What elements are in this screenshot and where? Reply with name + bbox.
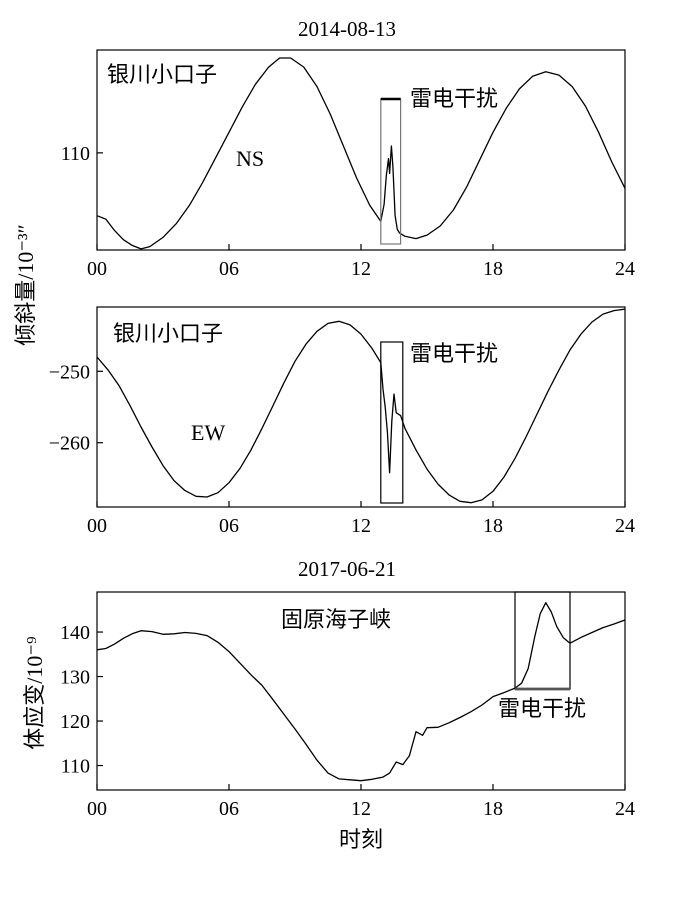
x-tick-label: 06 <box>219 798 239 820</box>
panel-3-interference-label: 雷电干扰 <box>498 696 586 721</box>
panel-1-interference-box <box>380 98 402 245</box>
panel-3-strain-series-line <box>96 602 626 782</box>
y-tick-label: −260 <box>49 433 90 455</box>
panel-1-interference-label: 雷电干扰 <box>410 86 498 111</box>
panel-2-ew-series-line <box>96 308 626 504</box>
x-tick-label: 06 <box>219 258 239 280</box>
x-axis-label: 时刻 <box>339 827 383 852</box>
panel-2-component-label: EW <box>191 420 225 445</box>
y-tick-label: 120 <box>60 711 90 733</box>
panel-3-interference-box <box>514 591 571 690</box>
x-tick-label: 12 <box>351 258 371 280</box>
panel-3-station-label: 固原海子峡 <box>281 607 391 632</box>
panel-1-station-label: 银川小口子 <box>107 62 217 87</box>
panel-1-component-label: NS <box>236 146 264 171</box>
x-tick-label: 24 <box>615 258 635 280</box>
x-tick-label: 00 <box>87 515 107 537</box>
panel-3-tick-labels: 00 06 12 18 24 110 120 130 140 <box>60 622 635 820</box>
panel-1-ns-series-line <box>96 57 626 250</box>
panel-2-station-label: 银川小口子 <box>113 321 223 346</box>
x-tick-label: 06 <box>219 515 239 537</box>
panel-3-title: 2017-06-21 <box>298 557 396 581</box>
panel-3-ticks <box>96 631 626 790</box>
x-tick-label: 18 <box>483 258 503 280</box>
panel-2-tick-labels: 00 06 12 18 24 −250 −260 <box>49 361 635 537</box>
x-tick-label: 18 <box>483 798 503 820</box>
x-tick-label: 12 <box>351 515 371 537</box>
strain-y-axis-label: 体应变/10⁻⁹ <box>22 636 47 750</box>
y-tick-label: 140 <box>60 622 90 644</box>
y-tick-label: 130 <box>60 667 90 689</box>
panel-1-title: 2014-08-13 <box>298 17 396 41</box>
tilt-y-axis-label: 倾斜量/10⁻³″ <box>13 224 38 345</box>
x-tick-label: 24 <box>615 798 635 820</box>
x-tick-label: 00 <box>87 258 107 280</box>
panel-2: 00 06 12 18 24 −250 −260 银川小口子 EW 雷电干扰 <box>49 306 635 537</box>
x-tick-label: 12 <box>351 798 371 820</box>
y-tick-label: 110 <box>61 143 90 165</box>
x-tick-label: 00 <box>87 798 107 820</box>
panel-2-ticks <box>96 370 626 507</box>
panel-2-interference-label: 雷电干扰 <box>410 341 498 366</box>
y-tick-label: −250 <box>49 361 90 383</box>
x-tick-label: 24 <box>615 515 635 537</box>
y-tick-label: 110 <box>61 756 90 778</box>
panel-1-ticks <box>96 152 626 250</box>
x-tick-label: 18 <box>483 515 503 537</box>
panel-2-interference-box <box>380 341 404 504</box>
panel-1-tick-labels: 00 06 12 18 24 110 <box>61 143 635 280</box>
panel-1: 2014-08-13 00 06 12 18 24 110 银川小口子 NS 雷电干扰 <box>61 17 635 280</box>
